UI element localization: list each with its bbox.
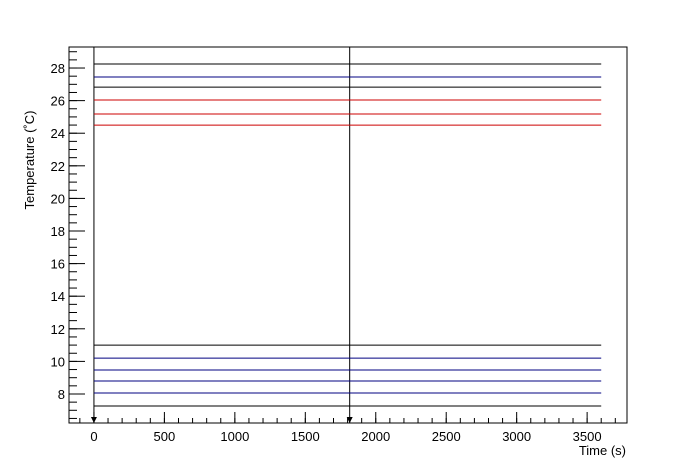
y-tick-label: 14	[51, 289, 65, 304]
x-tick-label: 0	[90, 429, 97, 444]
y-tick-label: 26	[51, 94, 65, 109]
y-tick-label: 10	[51, 354, 65, 369]
y-tick-label: 24	[51, 126, 65, 141]
x-tick-label: 2000	[361, 429, 390, 444]
x-tick-label: 3500	[573, 429, 602, 444]
y-tick-label: 20	[51, 191, 65, 206]
x-tick-label: 500	[154, 429, 176, 444]
x-tick-label: 3000	[502, 429, 531, 444]
marker-arrow	[90, 417, 97, 423]
y-tick-label: 18	[51, 224, 65, 239]
y-tick-label: 12	[51, 322, 65, 337]
x-tick-label: 1500	[291, 429, 320, 444]
y-tick-label: 16	[51, 257, 65, 272]
y-tick-label: 28	[51, 61, 65, 76]
marker-arrow	[346, 417, 353, 423]
x-tick-label: 2500	[432, 429, 461, 444]
y-tick-label: 8	[58, 387, 65, 402]
y-tick-label: 22	[51, 159, 65, 174]
plot-frame	[68, 46, 628, 424]
x-axis-label: Time (s)	[579, 443, 626, 458]
x-tick-label: 1000	[220, 429, 249, 444]
y-axis-label: Temperature (˚C)	[22, 111, 37, 210]
